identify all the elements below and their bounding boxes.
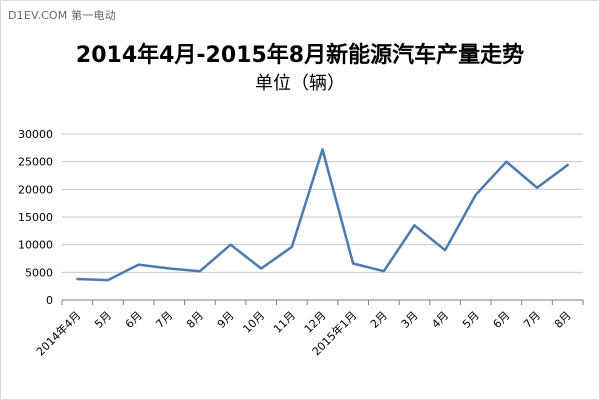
- x-tick-label: 8月: [184, 309, 206, 331]
- y-tick-label: 30000: [18, 128, 53, 141]
- x-tick-label: 2月: [368, 309, 390, 331]
- x-tick-label: 8月: [552, 309, 574, 331]
- x-tick-label: 3月: [399, 309, 421, 331]
- x-tick-label: 12月: [302, 309, 329, 336]
- chart-subtitle: 单位（辆）: [255, 73, 345, 94]
- x-tick-label: 4月: [429, 309, 451, 331]
- x-tick-label: 7月: [153, 309, 175, 331]
- x-tick-label: 6月: [123, 309, 145, 331]
- y-tick-label: 20000: [18, 183, 53, 196]
- y-tick-label: 0: [46, 294, 53, 307]
- watermark: D1EV.COM 第一电动: [8, 9, 116, 22]
- y-tick-label: 5000: [25, 266, 53, 279]
- y-tick-label: 10000: [18, 239, 53, 252]
- x-tick-label: 5月: [92, 309, 114, 331]
- x-tick-label: 11月: [271, 309, 298, 336]
- x-tick-label: 10月: [240, 309, 267, 336]
- x-tick-label: 6月: [491, 309, 513, 331]
- y-tick-label: 15000: [18, 211, 53, 224]
- x-tick-label: 5月: [460, 309, 482, 331]
- chart-title: 2014年4月-2015年8月新能源汽车产量走势: [75, 43, 525, 68]
- x-tick-label: 7月: [521, 309, 543, 331]
- y-tick-label: 25000: [18, 156, 53, 169]
- series-line: [76, 148, 569, 282]
- x-tick-label: 2014年4月: [33, 308, 83, 358]
- x-tick-label: 9月: [215, 309, 237, 331]
